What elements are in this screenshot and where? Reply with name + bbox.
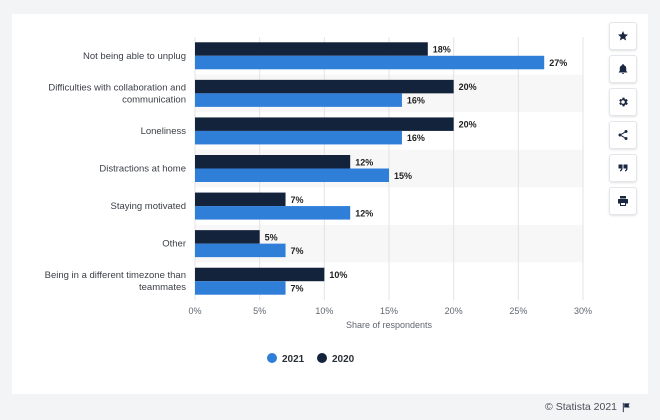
bar-2021 [195, 93, 402, 107]
x-tick-label: 5% [253, 306, 266, 316]
category-label: Difficulties with collaboration and [48, 82, 186, 93]
bar-2020 [195, 192, 286, 207]
share-button[interactable] [609, 121, 637, 149]
x-tick-label: 15% [380, 306, 398, 316]
bar-2021 [195, 281, 286, 295]
data-label: 7% [291, 246, 304, 256]
category-label: Distractions at home [99, 164, 186, 175]
bar-2020 [195, 155, 351, 169]
bar-2020 [195, 230, 260, 244]
category-label: Staying motivated [110, 201, 186, 212]
chart-card: 0% 5% 10% 15% 20% 25% 30% Share of respondents 1… [12, 14, 648, 394]
tool-sidebar [609, 22, 639, 220]
data-label: 20% [459, 120, 477, 130]
bar-2020 [195, 267, 325, 282]
data-label: 12% [355, 157, 373, 167]
bar-2021 [195, 206, 351, 220]
data-label: 10% [329, 270, 347, 280]
data-label: 18% [433, 45, 451, 55]
bar-2020 [195, 117, 454, 131]
x-axis-title: Share of respondents [346, 320, 433, 330]
notification-button[interactable] [609, 55, 637, 83]
legend-marker-2020 [317, 353, 327, 363]
bar-2020 [195, 79, 454, 94]
flag-icon[interactable] [621, 402, 632, 413]
credit-text: © Statista 2021 [545, 401, 617, 413]
bar-2021 [195, 168, 389, 182]
data-label: 5% [265, 232, 278, 242]
citation-button[interactable] [609, 154, 637, 182]
print-button[interactable] [609, 187, 637, 215]
gear-icon [619, 97, 628, 107]
star-icon [618, 31, 628, 41]
share-icon [618, 130, 628, 140]
data-label: 16% [407, 133, 425, 143]
data-label: 15% [394, 171, 412, 181]
data-label: 7% [291, 195, 304, 205]
data-label: 20% [459, 82, 477, 92]
bar-chart: 0% 5% 10% 15% 20% 25% 30% Share of respondents 1… [45, 37, 592, 365]
x-tick-label: 10% [315, 306, 333, 316]
category-label: Not being able to unplug [83, 51, 186, 62]
category-label: Being in a different timezone than [45, 270, 186, 281]
print-icon [618, 196, 628, 206]
data-label: 27% [549, 58, 567, 68]
x-tick-label: 20% [445, 306, 463, 316]
data-label: 16% [407, 96, 425, 106]
category-label: teammates [139, 282, 186, 293]
legend-label: 2021 [282, 354, 305, 365]
legend-label: 2020 [332, 354, 355, 365]
x-tick-label: 25% [509, 306, 527, 316]
bar-2021 [195, 243, 286, 258]
bell-icon [618, 64, 628, 74]
data-label: 12% [355, 208, 373, 218]
favorite-button[interactable] [609, 22, 637, 50]
category-label: Other [162, 239, 186, 250]
data-label: 7% [291, 283, 304, 293]
category-label: communication [122, 94, 186, 105]
bar-2020 [195, 42, 428, 56]
settings-button[interactable] [609, 88, 637, 116]
category-label: Loneliness [141, 126, 187, 137]
bar-2021 [195, 55, 545, 70]
legend-marker-2021 [267, 353, 277, 363]
x-tick-label: 30% [574, 306, 592, 316]
source-credit: © Statista 2021 [545, 401, 632, 413]
quote-icon [618, 164, 628, 172]
x-tick-label: 0% [188, 306, 201, 316]
bar-2021 [195, 130, 402, 145]
